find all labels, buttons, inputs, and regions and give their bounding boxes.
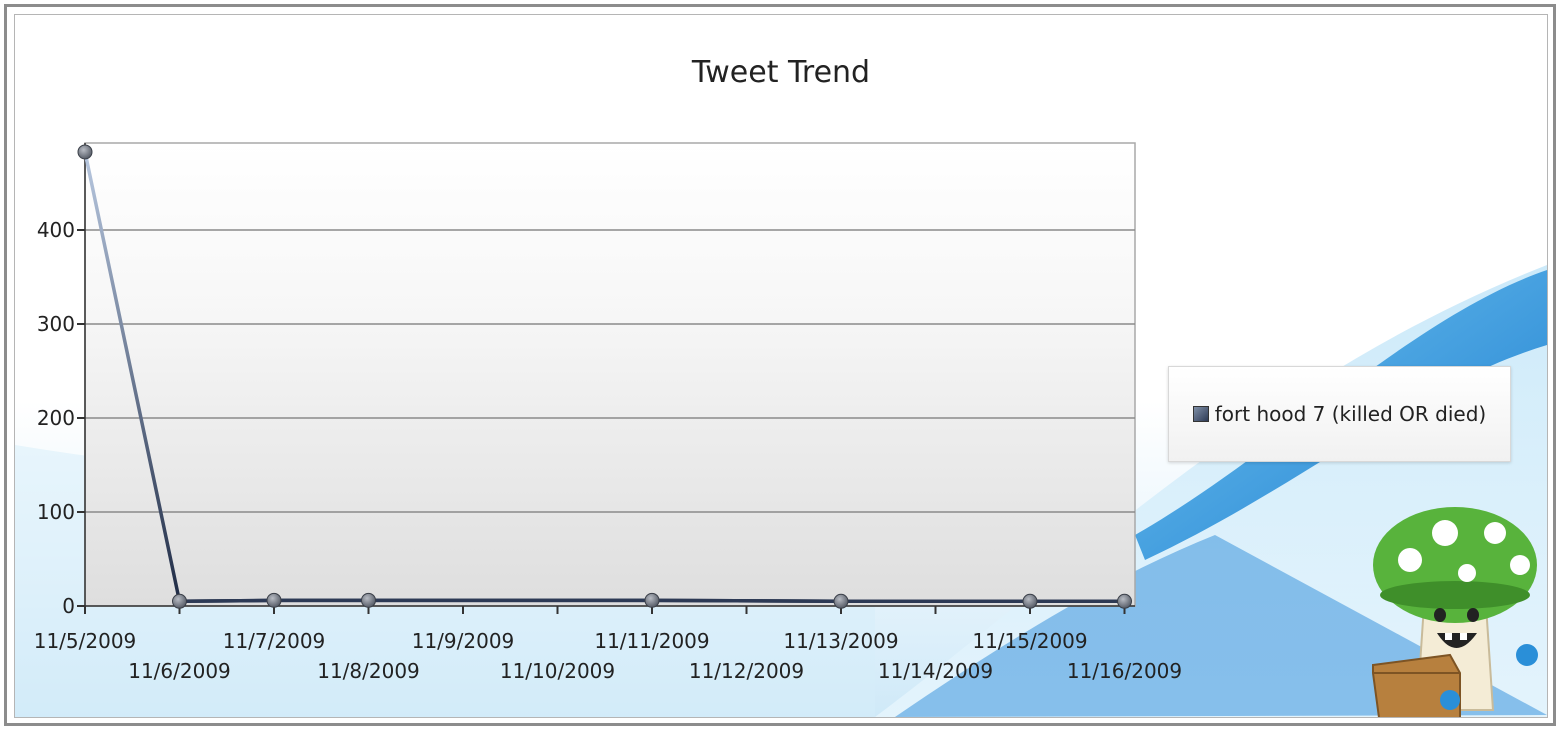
data-point (172, 593, 187, 609)
x-tick-label: 11/7/2009 (223, 629, 326, 653)
x-tick-label: 11/8/2009 (317, 659, 420, 683)
y-tick-label: 0 (62, 594, 75, 618)
x-tick-label: 11/5/2009 (34, 629, 137, 653)
x-tick-label: 11/16/2009 (1067, 659, 1182, 683)
y-tick-label: 200 (37, 406, 75, 430)
y-tick-label: 400 (37, 218, 75, 242)
data-point (266, 592, 282, 608)
legend-label: fort hood 7 (killed OR died) (1214, 402, 1487, 426)
x-axis-labels: 11/5/2009 11/6/2009 11/7/2009 11/8/2009 11/9… (34, 629, 1182, 683)
data-point (644, 592, 660, 608)
x-tick-label: 11/9/2009 (412, 629, 515, 653)
data-point (77, 144, 93, 160)
x-tick-label: 11/12/2009 (689, 659, 804, 683)
x-tick-label: 11/13/2009 (783, 629, 898, 653)
chart-title: Tweet Trend (691, 55, 871, 90)
x-tick-label: 11/11/2009 (594, 629, 709, 653)
chart-area: Tweet Trend 0 100 200 300 (14, 14, 1548, 718)
mushroom-mascot-icon (1372, 507, 1538, 717)
series-layer (77, 144, 1132, 609)
data-point (1117, 593, 1132, 609)
data-point (833, 593, 849, 609)
x-tick-label: 11/15/2009 (972, 629, 1087, 653)
y-tick-label: 300 (37, 312, 75, 336)
chart-frame: Tweet Trend 0 100 200 300 (4, 4, 1556, 726)
y-axis-labels: 0 100 200 300 400 (37, 218, 75, 618)
x-tick-label: 11/14/2009 (878, 659, 993, 683)
gridlines (85, 229, 1135, 513)
y-tick-label: 100 (37, 500, 75, 524)
legend-swatch (1192, 406, 1209, 422)
x-tick-label: 11/10/2009 (500, 659, 615, 683)
x-tick-label: 11/6/2009 (128, 659, 231, 683)
plot-area (84, 142, 1136, 607)
legend: fort hood 7 (killed OR died) (1168, 366, 1511, 462)
line-chart: 0 100 200 300 400 11/5/2009 11/6/2009 11/7/200… (34, 142, 1182, 683)
data-point (1022, 593, 1038, 609)
data-point (361, 592, 376, 608)
